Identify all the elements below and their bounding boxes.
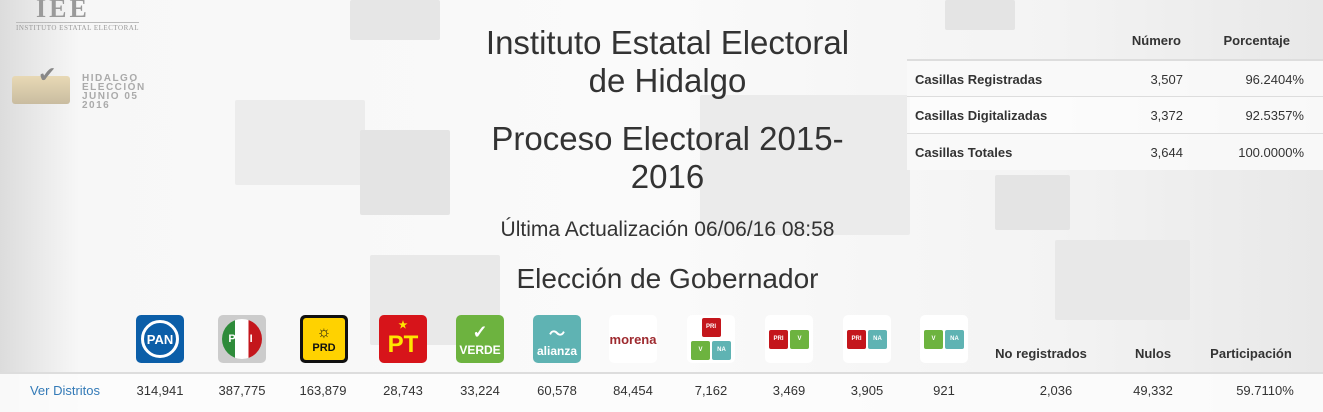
stats-row: Casillas Totales 3,644 100.0000% [907, 133, 1323, 170]
bg-cube [1055, 240, 1190, 320]
coalition-pri-verde-logo: PRI V [765, 315, 813, 363]
bg-cube [235, 100, 365, 185]
stats-label: Casillas Digitalizadas [915, 108, 1048, 123]
title-line-2: de Hidalgo [588, 62, 747, 99]
votes-nulos: 49,332 [1133, 383, 1173, 398]
logo-hidalgo: HIDALGO [82, 73, 139, 84]
pt-logo: ★ PT [379, 315, 427, 363]
bg-cube [995, 175, 1070, 230]
votes-verde-alianza: 921 [933, 383, 955, 398]
nueva-alianza-logo: 〜 alianza [533, 315, 581, 363]
election-title: Elección de Gobernador [516, 263, 819, 294]
last-update: Última Actualización 06/06/16 08:58 [500, 218, 835, 241]
header-numero: Número [1131, 33, 1181, 48]
verde-logo: ✓ VERDE [456, 315, 504, 363]
hidalgo-election-logo: ✔ HIDALGO ELECCIÓN JUNIO 05 2016 [10, 62, 170, 111]
title-line-1: Instituto Estatal Electoral [485, 24, 850, 61]
bg-cube [945, 0, 1015, 30]
casillas-stats-table: Número Porcentaje Casillas Registradas 3… [907, 22, 1323, 170]
votes-morena: 84,454 [613, 383, 653, 398]
prd-logo: ☼ PRD [300, 315, 348, 363]
participacion-value: 59.7110% [1236, 383, 1294, 398]
votes-pri: 387,775 [218, 383, 266, 398]
process-title: Proceso Electoral 2015- 2016 [440, 120, 895, 196]
header-porcentaje: Porcentaje [1223, 33, 1290, 48]
header-nulos: Nulos [1134, 346, 1172, 361]
votes-pri-verde-alianza: 7,162 [694, 383, 728, 398]
header-no-registrados: No registrados [995, 346, 1087, 361]
stats-label: Casillas Totales [915, 145, 1013, 160]
bg-cube [700, 95, 910, 235]
votes-prd: 163,879 [299, 383, 347, 398]
stats-percent: 96.2404% [1245, 72, 1304, 87]
votes-pri-alianza: 3,905 [850, 383, 884, 398]
coalition-pri-verde-alianza-logo: PRI V NA [687, 315, 735, 363]
votes-no-registrados: 2,036 [1039, 383, 1073, 398]
coalition-pri-alianza-logo: PRI NA [843, 315, 891, 363]
checkmark-icon: ✔ [38, 62, 57, 87]
stats-row: Casillas Digitalizadas 3,372 92.5357% [907, 96, 1323, 133]
bg-cube [350, 0, 440, 40]
ver-distritos-link[interactable]: Ver Distritos [29, 383, 101, 398]
stats-percent: 92.5357% [1245, 108, 1304, 123]
stats-percent: 100.0000% [1238, 145, 1304, 160]
stats-row: Casillas Registradas 3,507 96.2404% [907, 59, 1323, 96]
votes-pan: 314,941 [136, 383, 184, 398]
results-row [0, 372, 1323, 412]
coalition-verde-alianza-logo: V NA [920, 315, 968, 363]
iee-logo-subtext: INSTITUTO ESTATAL ELECTORAL [16, 22, 140, 32]
pan-logo: PAN [136, 315, 184, 363]
votes-verde: 33,224 [460, 383, 500, 398]
ballot-box-icon [12, 76, 70, 104]
votes-pri-verde: 3,469 [772, 383, 806, 398]
process-line-1: Proceso Electoral 2015- [491, 120, 844, 157]
stats-header: Número Porcentaje [907, 22, 1323, 59]
page-title: Instituto Estatal Electoral de Hidalgo [440, 24, 895, 100]
logo-eleccion: ELECCIÓN [82, 82, 146, 93]
process-line-2: 2016 [630, 158, 705, 195]
votes-alianza: 60,578 [537, 383, 577, 398]
pri-logo: PRI [218, 315, 266, 363]
iee-logo: IEE INSTITUTO ESTATAL ELECTORAL [14, 0, 164, 32]
bg-cube [360, 130, 450, 215]
header-participacion: Participación [1210, 346, 1292, 361]
stats-number: 3,372 [1150, 108, 1183, 123]
stats-label: Casillas Registradas [915, 72, 1043, 87]
votes-pt: 28,743 [383, 383, 423, 398]
iee-logo-text: IEE [36, 0, 90, 23]
stats-number: 3,644 [1150, 145, 1183, 160]
stats-number: 3,507 [1150, 72, 1183, 87]
logo-date: JUNIO 05 2016 [82, 91, 139, 111]
morena-logo: morena [609, 315, 657, 363]
